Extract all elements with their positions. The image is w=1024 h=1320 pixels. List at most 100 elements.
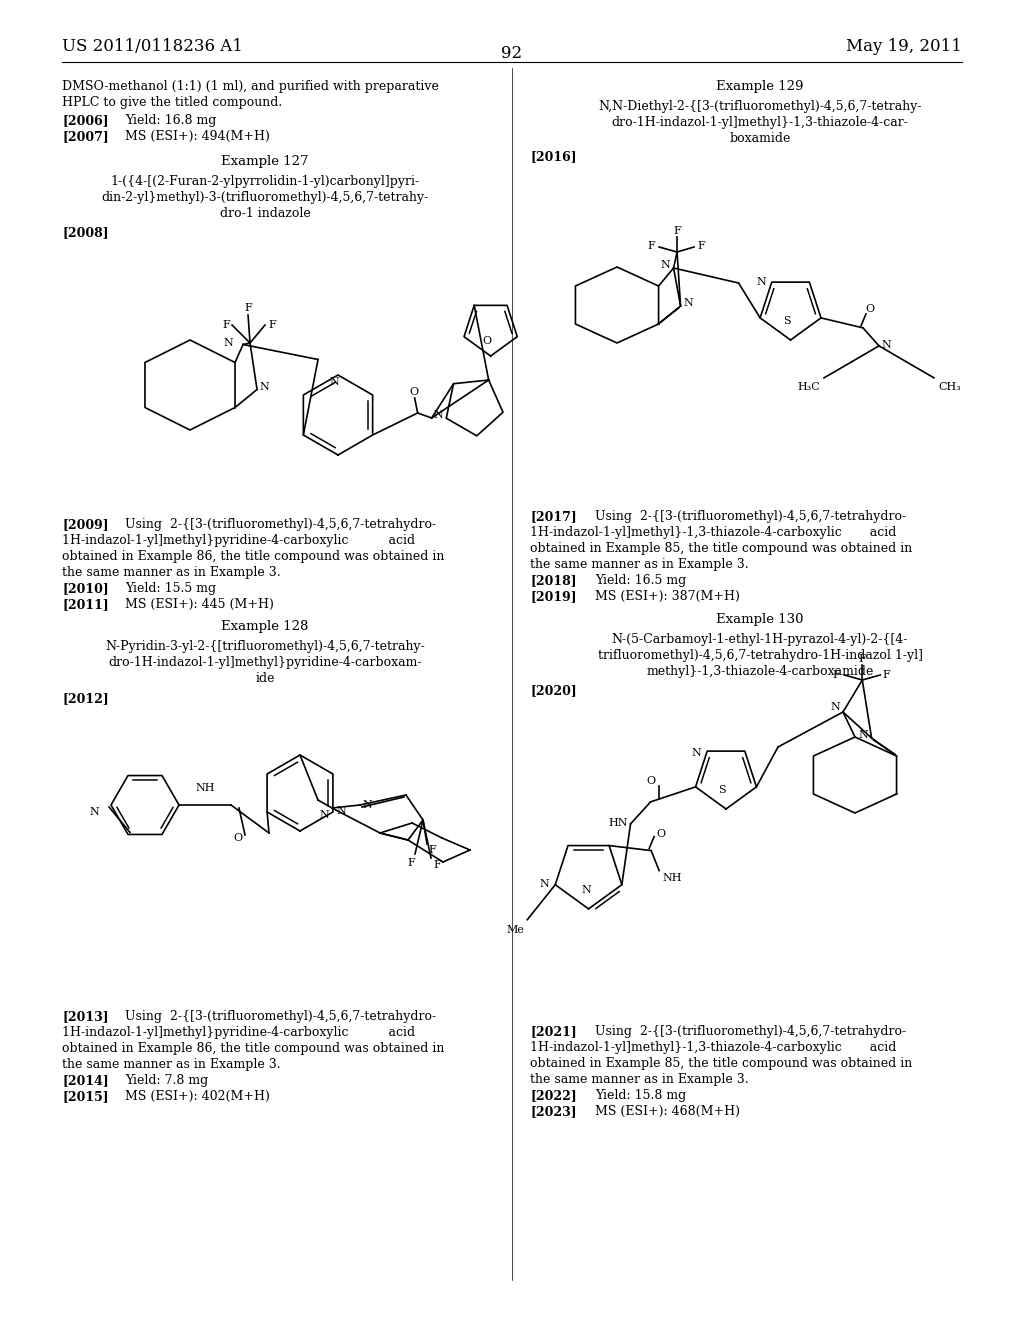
Text: Example 128: Example 128 [221,620,308,634]
Text: [2010]: [2010] [62,582,109,595]
Text: NH: NH [663,873,682,883]
Text: O: O [646,776,655,785]
Text: F: F [408,858,415,869]
Text: N: N [319,810,329,820]
Text: F: F [697,242,705,251]
Text: Example 130: Example 130 [716,612,804,626]
Text: N-(5-Carbamoyl-1-ethyl-1H-pyrazol-4-yl)-2-{[4-: N-(5-Carbamoyl-1-ethyl-1H-pyrazol-4-yl)-… [611,634,908,645]
Text: N: N [223,338,233,348]
Text: [2023]: [2023] [530,1105,577,1118]
Text: Yield: 16.5 mg: Yield: 16.5 mg [595,574,686,587]
Text: H₃C: H₃C [798,381,820,392]
Text: 1H-indazol-1-yl]methyl}-1,3-thiazole-4-carboxylic       acid: 1H-indazol-1-yl]methyl}-1,3-thiazole-4-c… [530,1041,896,1053]
Text: [2008]: [2008] [62,226,109,239]
Text: DMSO-methanol (1:1) (1 ml), and purified with preparative: DMSO-methanol (1:1) (1 ml), and purified… [62,81,439,92]
Text: N: N [691,748,701,758]
Text: N: N [259,381,268,392]
Text: [2016]: [2016] [530,150,577,162]
Text: obtained in Example 86, the title compound was obtained in: obtained in Example 86, the title compou… [62,1041,444,1055]
Text: F: F [833,671,841,680]
Text: N: N [684,298,693,308]
Text: F: F [428,845,436,855]
Text: MS (ESI+): 494(M+H): MS (ESI+): 494(M+H) [125,129,270,143]
Text: methyl}-1,3-thiazole-4-carboxamide: methyl}-1,3-thiazole-4-carboxamide [646,665,873,678]
Text: [2021]: [2021] [530,1026,577,1038]
Text: N: N [540,879,549,888]
Text: NH: NH [196,783,215,793]
Text: Yield: 7.8 mg: Yield: 7.8 mg [125,1074,208,1086]
Text: dro-1H-indazol-1-yl]methyl}-1,3-thiazole-4-car-: dro-1H-indazol-1-yl]methyl}-1,3-thiazole… [611,116,908,129]
Text: S: S [782,315,791,326]
Text: MS (ESI+): 445 (M+H): MS (ESI+): 445 (M+H) [125,598,273,611]
Text: MS (ESI+): 468(M+H): MS (ESI+): 468(M+H) [595,1105,740,1118]
Text: [2011]: [2011] [62,598,109,611]
Text: HPLC to give the titled compound.: HPLC to give the titled compound. [62,96,283,110]
Text: F: F [673,226,681,236]
Text: MS (ESI+): 387(M+H): MS (ESI+): 387(M+H) [595,590,740,603]
Text: Using  2-{[3-(trifluoromethyl)-4,5,6,7-tetrahydro-: Using 2-{[3-(trifluoromethyl)-4,5,6,7-te… [125,517,436,531]
Text: Example 129: Example 129 [716,81,804,92]
Text: obtained in Example 85, the title compound was obtained in: obtained in Example 85, the title compou… [530,543,912,554]
Text: obtained in Example 85, the title compound was obtained in: obtained in Example 85, the title compou… [530,1057,912,1071]
Text: Using  2-{[3-(trifluoromethyl)-4,5,6,7-tetrahydro-: Using 2-{[3-(trifluoromethyl)-4,5,6,7-te… [595,510,906,523]
Text: dro-1 indazole: dro-1 indazole [219,207,310,220]
Text: the same manner as in Example 3.: the same manner as in Example 3. [62,566,281,579]
Text: [2006]: [2006] [62,114,109,127]
Text: the same manner as in Example 3.: the same manner as in Example 3. [530,558,749,572]
Text: [2015]: [2015] [62,1090,109,1104]
Text: O: O [233,833,243,843]
Text: [2017]: [2017] [530,510,577,523]
Text: din-2-yl}methyl)-3-(trifluoromethyl)-4,5,6,7-tetrahy-: din-2-yl}methyl)-3-(trifluoromethyl)-4,5… [101,191,429,205]
Text: N: N [337,807,347,816]
Text: the same manner as in Example 3.: the same manner as in Example 3. [62,1059,281,1071]
Text: Me: Me [507,925,524,935]
Text: [2022]: [2022] [530,1089,577,1102]
Text: dro-1H-indazol-1-yl]methyl}pyridine-4-carboxam-: dro-1H-indazol-1-yl]methyl}pyridine-4-ca… [109,656,422,669]
Text: F: F [647,242,655,251]
Text: N: N [660,260,671,271]
Text: [2007]: [2007] [62,129,109,143]
Text: HN: HN [608,818,628,828]
Text: N: N [881,339,891,350]
Text: F: F [858,653,866,664]
Text: 92: 92 [502,45,522,62]
Text: N: N [329,378,339,387]
Text: S: S [718,785,726,795]
Text: [2020]: [2020] [530,684,577,697]
Text: N: N [362,800,372,810]
Text: O: O [656,829,666,838]
Text: N: N [582,884,592,895]
Text: N: N [433,411,443,420]
Text: 1H-indazol-1-yl]methyl}pyridine-4-carboxylic          acid: 1H-indazol-1-yl]methyl}pyridine-4-carbox… [62,1026,415,1039]
Text: N,N-Diethyl-2-{[3-(trifluoromethyl)-4,5,6,7-tetrahy-: N,N-Diethyl-2-{[3-(trifluoromethyl)-4,5,… [598,100,922,114]
Text: boxamide: boxamide [729,132,791,145]
Text: ide: ide [255,672,274,685]
Text: May 19, 2011: May 19, 2011 [846,38,962,55]
Text: N: N [89,807,99,817]
Text: 1H-indazol-1-yl]methyl}pyridine-4-carboxylic          acid: 1H-indazol-1-yl]methyl}pyridine-4-carbox… [62,535,415,546]
Text: F: F [883,671,890,680]
Text: F: F [222,319,230,330]
Text: N: N [756,277,766,288]
Text: F: F [433,861,440,870]
Text: the same manner as in Example 3.: the same manner as in Example 3. [530,1073,749,1086]
Text: Using  2-{[3-(trifluoromethyl)-4,5,6,7-tetrahydro-: Using 2-{[3-(trifluoromethyl)-4,5,6,7-te… [125,1010,436,1023]
Text: O: O [482,337,492,346]
Text: [2012]: [2012] [62,692,109,705]
Text: F: F [244,304,252,313]
Text: Yield: 15.5 mg: Yield: 15.5 mg [125,582,216,595]
Text: obtained in Example 86, the title compound was obtained in: obtained in Example 86, the title compou… [62,550,444,564]
Text: N: N [830,702,840,711]
Text: 1H-indazol-1-yl]methyl}-1,3-thiazole-4-carboxylic       acid: 1H-indazol-1-yl]methyl}-1,3-thiazole-4-c… [530,525,896,539]
Text: Yield: 15.8 mg: Yield: 15.8 mg [595,1089,686,1102]
Text: 1-({4-[(2-Furan-2-ylpyrrolidin-1-yl)carbonyl]pyri-: 1-({4-[(2-Furan-2-ylpyrrolidin-1-yl)carb… [111,176,420,187]
Text: [2018]: [2018] [530,574,577,587]
Text: [2009]: [2009] [62,517,109,531]
Text: CH₃: CH₃ [938,381,961,392]
Text: O: O [865,304,874,314]
Text: F: F [268,319,275,330]
Text: US 2011/0118236 A1: US 2011/0118236 A1 [62,38,243,55]
Text: Yield: 16.8 mg: Yield: 16.8 mg [125,114,216,127]
Text: Example 127: Example 127 [221,154,309,168]
Text: Using  2-{[3-(trifluoromethyl)-4,5,6,7-tetrahydro-: Using 2-{[3-(trifluoromethyl)-4,5,6,7-te… [595,1026,906,1038]
